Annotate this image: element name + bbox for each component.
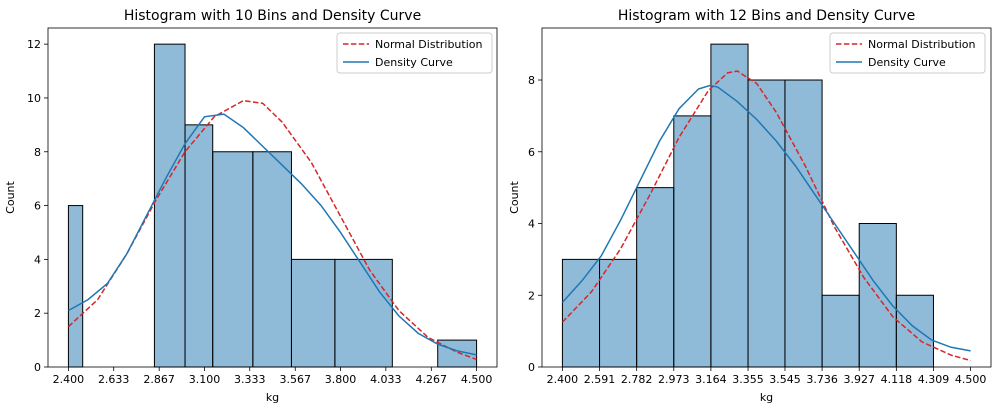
x-tick-label: 4.033 [370,373,402,386]
y-axis-label: Count [508,180,521,213]
plot-frame [47,27,498,368]
y-axis-label: Count [4,180,17,213]
y-tick-label: 8 [528,74,535,87]
chart-panel-left: 2.400 2.633 2.867 3.100 3.333 3.567 3.800 4.033… [4,8,498,404]
legend-normal-label: Normal Distribution [868,38,975,51]
plot-frame [541,27,992,368]
histogram-bar-2 [153,43,186,368]
x-tick-label: 3.567 [279,373,311,386]
density-curve-line [68,113,477,356]
y-tick-label: 12 [27,38,41,51]
histogram-bar-5 [252,151,292,368]
x-tick-label: 2.591 [584,373,616,386]
chart-title: Histogram with 12 Bins and Density Curve [618,8,915,24]
normal-distribution-line [561,70,971,362]
x-tick-label: 3.164 [695,373,727,386]
histogram-bar-0 [67,205,84,368]
histogram-bar-1 [599,258,638,368]
histogram-bar-3 [673,115,712,368]
histogram-bar-6 [784,79,823,368]
x-tick-label: 3.100 [189,373,221,386]
histogram-bar-6 [290,258,336,368]
y-tick-label: 0 [528,361,535,374]
x-tick-label: 4.118 [881,373,913,386]
x-tick-label: 2.400 [547,373,579,386]
y-tick-label: 10 [27,92,41,105]
x-axis-label: kg [760,391,773,404]
x-tick-label: 2.973 [658,373,690,386]
legend: Normal Distribution Density Curve [829,32,986,74]
legend-density-label: Density Curve [868,56,946,69]
x-tick-label: 3.736 [806,373,838,386]
histogram-bar-4 [710,43,749,368]
x-tick-label: 4.309 [918,373,950,386]
histogram-bar-5 [747,79,786,368]
x-tick-label: 2.782 [621,373,653,386]
x-tick-label: 4.500 [461,373,493,386]
x-tick-label: 3.800 [325,373,357,386]
y-tick-label: 4 [528,218,535,231]
x-tick-label: 3.355 [732,373,764,386]
legend-box [829,32,986,74]
chart-title: Histogram with 10 Bins and Density Curve [124,8,421,24]
x-tick-label: 3.927 [843,373,875,386]
x-tick-label: 4.267 [416,373,448,386]
y-tick-label: 4 [34,253,41,266]
histogram-bar-7 [334,258,393,368]
y-tick-label: 2 [528,289,535,302]
normal-distribution-line [67,99,477,361]
x-tick-label: 4.500 [955,373,987,386]
y-tick-label: 8 [34,146,41,159]
x-tick-label: 3.545 [769,373,801,386]
x-tick-label: 2.633 [98,373,130,386]
y-tick-label: 2 [34,307,41,320]
y-tick-label: 6 [528,146,535,159]
y-tick-label: 6 [34,200,41,213]
x-axis-label: kg [266,391,279,404]
legend: Normal Distribution Density Curve [336,32,493,74]
legend-normal-label: Normal Distribution [375,38,482,51]
legend-density-label: Density Curve [375,56,453,69]
histogram-bar-0 [561,258,601,368]
histogram-bar-9 [895,294,934,368]
histogram-bar-2 [636,187,675,368]
x-tick-label: 3.333 [234,373,266,386]
histogram-bar-7 [821,294,860,368]
x-tick-label: 2.867 [143,373,175,386]
histogram-bar-3 [184,124,214,368]
y-tick-label: 0 [34,361,41,374]
legend-box [336,32,493,74]
x-tick-label: 2.400 [53,373,85,386]
histogram-bar-4 [212,151,254,368]
chart-panel-right: 2.400 2.591 2.782 2.973 3.164 3.355 3.545 3.736… [508,8,992,404]
density-curve-line [561,84,971,352]
